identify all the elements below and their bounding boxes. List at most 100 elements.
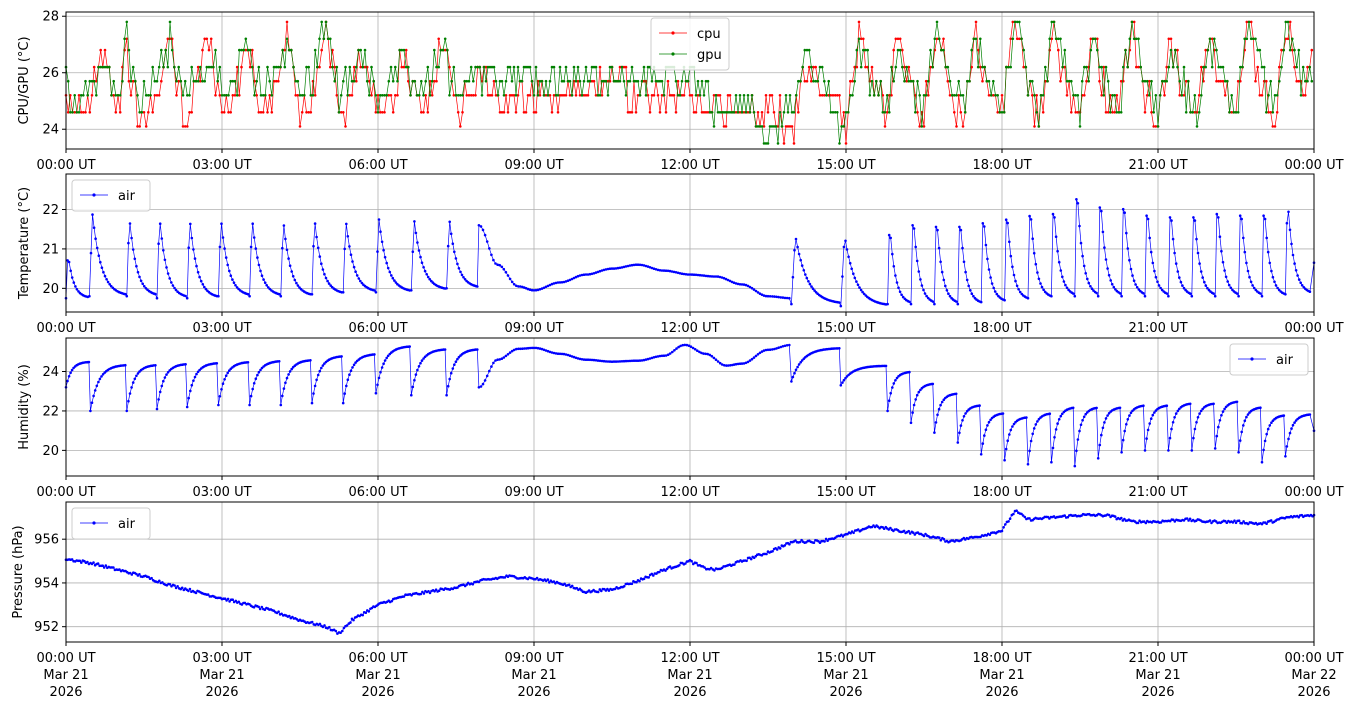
- data-point: [237, 600, 241, 604]
- data-point: [1284, 293, 1287, 296]
- data-point: [706, 79, 710, 83]
- data-point: [490, 253, 493, 257]
- data-point: [939, 403, 942, 407]
- data-point: [190, 236, 194, 240]
- data-point: [654, 268, 658, 271]
- data-point: [1143, 449, 1147, 452]
- data-point: [1053, 436, 1056, 439]
- data-point: [792, 142, 796, 145]
- data-point: [1056, 249, 1059, 253]
- data-point: [112, 566, 115, 569]
- data-point: [151, 65, 154, 69]
- data-point: [534, 111, 538, 114]
- data-point: [957, 94, 960, 97]
- data-point: [794, 368, 798, 372]
- data-point: [797, 111, 800, 114]
- data-point: [1119, 111, 1123, 114]
- data-point: [909, 79, 913, 83]
- data-point: [859, 65, 863, 69]
- data-point: [492, 258, 495, 262]
- data-point: [771, 295, 774, 298]
- data-point: [227, 111, 230, 114]
- data-point: [488, 247, 491, 250]
- data-point: [192, 79, 196, 83]
- data-point: [348, 373, 351, 377]
- data-point: [848, 261, 852, 265]
- data-point: [1035, 94, 1038, 97]
- data-point: [1109, 279, 1112, 282]
- data-point: [1144, 521, 1148, 525]
- data-point: [515, 284, 518, 288]
- data-point: [477, 580, 481, 584]
- data-point: [586, 358, 590, 362]
- data-point: [959, 94, 963, 97]
- data-point: [1085, 65, 1088, 69]
- data-point: [720, 363, 724, 366]
- data-point: [1091, 37, 1095, 41]
- data-point: [72, 281, 76, 284]
- data-point: [456, 111, 460, 114]
- data-point: [972, 294, 975, 298]
- data-point: [461, 111, 464, 114]
- data-point: [176, 585, 179, 588]
- data-point: [798, 540, 802, 544]
- data-point: [642, 358, 646, 362]
- data-point: [500, 265, 504, 269]
- data-point: [428, 591, 432, 595]
- data-point: [560, 352, 564, 356]
- data-point: [838, 94, 841, 97]
- data-point: [285, 376, 289, 380]
- data-point: [548, 79, 552, 83]
- data-point: [248, 403, 251, 407]
- data-point: [1104, 111, 1108, 114]
- data-point: [544, 94, 548, 97]
- data-point: [1142, 404, 1145, 408]
- data-point: [1227, 283, 1231, 287]
- data-point: [580, 273, 584, 277]
- data-point: [378, 94, 382, 97]
- data-point: [528, 94, 532, 97]
- data-point: [228, 369, 231, 372]
- data-point: [1122, 65, 1125, 69]
- data-point: [410, 393, 413, 397]
- data-point: [298, 125, 302, 128]
- data-point: [957, 79, 960, 83]
- data-point: [915, 259, 919, 263]
- data-point: [704, 111, 708, 114]
- data-point: [490, 94, 494, 97]
- data-point: [632, 79, 636, 83]
- data-point: [768, 125, 772, 128]
- data-point: [1180, 94, 1184, 97]
- data-point: [1012, 273, 1016, 277]
- data-point: [1137, 65, 1140, 69]
- data-point: [1145, 79, 1149, 83]
- data-point: [244, 48, 248, 52]
- data-point: [390, 599, 394, 603]
- data-point: [556, 352, 560, 356]
- data-point: [859, 37, 863, 41]
- data-point: [626, 264, 630, 268]
- data-point: [797, 363, 801, 366]
- data-point: [969, 289, 972, 292]
- data-point: [648, 357, 652, 360]
- data-point: [261, 111, 265, 114]
- data-point: [157, 398, 160, 401]
- data-point: [680, 79, 684, 83]
- data-point: [242, 48, 245, 52]
- data-point: [536, 288, 540, 292]
- data-point: [430, 79, 434, 83]
- data-point: [770, 94, 774, 97]
- data-point: [606, 94, 610, 97]
- data-point: [1117, 111, 1121, 114]
- data-point: [814, 65, 817, 69]
- data-point: [198, 275, 201, 279]
- y-tick-label: 28: [42, 10, 59, 25]
- data-point: [1246, 522, 1250, 526]
- data-point: [133, 257, 137, 261]
- series-markers-air: [64, 509, 1316, 635]
- data-point: [794, 94, 798, 97]
- data-point: [422, 357, 425, 360]
- data-point: [484, 65, 488, 69]
- data-point: [776, 125, 780, 128]
- data-point: [933, 431, 936, 434]
